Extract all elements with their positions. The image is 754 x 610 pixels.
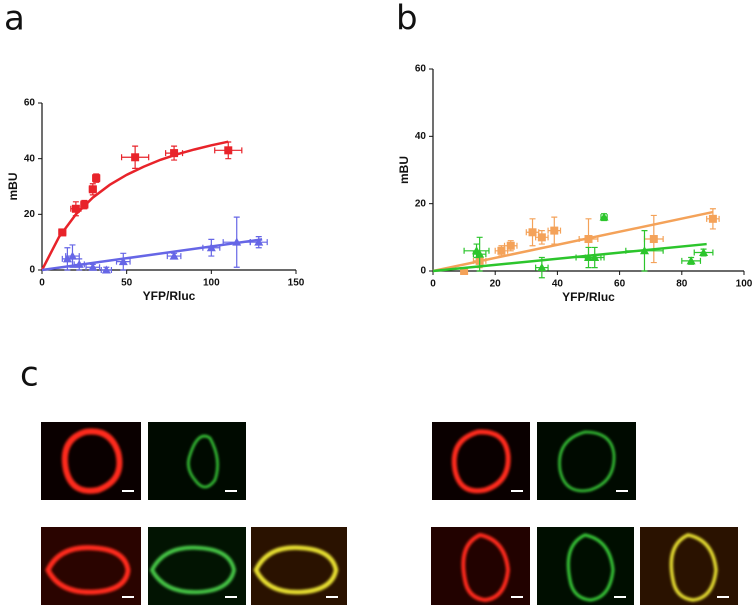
cell — [558, 430, 616, 493]
point — [649, 235, 658, 244]
micrograph — [537, 422, 636, 500]
point — [71, 204, 80, 213]
micrograph — [41, 422, 141, 500]
point — [475, 249, 485, 258]
point — [118, 257, 128, 266]
point — [80, 200, 89, 209]
y-tick-label: 60 — [415, 64, 427, 75]
x-tick-label: 60 — [614, 279, 626, 290]
point — [92, 174, 101, 183]
point — [497, 246, 506, 255]
point — [584, 235, 593, 244]
point — [62, 254, 72, 263]
point — [699, 247, 709, 256]
micrograph — [431, 527, 530, 605]
point — [599, 212, 609, 221]
cell — [566, 533, 615, 602]
micrograph — [537, 527, 634, 605]
y-tick-label: 0 — [420, 266, 426, 277]
x-tick-label: 50 — [121, 278, 133, 289]
point — [101, 265, 111, 274]
point — [169, 251, 179, 260]
y-axis-label: mBU — [6, 172, 20, 200]
cell — [45, 545, 131, 595]
point — [639, 246, 649, 255]
point — [232, 237, 242, 246]
point — [67, 251, 77, 260]
point — [206, 243, 216, 252]
point — [528, 228, 537, 237]
point — [74, 259, 84, 268]
fit-line — [41, 238, 263, 272]
panel-label: b — [396, 0, 418, 39]
point — [131, 153, 140, 162]
x-tick-label: 0 — [39, 278, 45, 289]
point — [58, 228, 67, 237]
x-tick-label: 100 — [203, 278, 220, 289]
x-axis-label: YFP/Rluc — [143, 289, 196, 303]
x-tick-label: 100 — [736, 279, 753, 290]
point — [254, 237, 264, 246]
point — [88, 185, 97, 194]
panel-label: c — [20, 355, 39, 395]
point — [537, 263, 547, 272]
cell — [61, 428, 123, 494]
x-tick-label: 150 — [288, 278, 305, 289]
cell — [253, 545, 339, 595]
micrographs — [41, 422, 738, 605]
y-tick-label: 40 — [415, 131, 427, 142]
fit-line — [432, 242, 707, 273]
point — [170, 149, 179, 158]
point — [460, 267, 469, 275]
x-tick-label: 80 — [676, 279, 688, 290]
point — [88, 262, 98, 271]
y-axis-label: mBU — [397, 156, 411, 184]
point — [506, 241, 515, 250]
y-tick-label: 0 — [29, 265, 35, 276]
point — [224, 146, 233, 155]
point — [550, 226, 559, 235]
point — [708, 214, 717, 223]
cell — [669, 533, 718, 602]
fit-line — [40, 140, 229, 271]
fit-line — [432, 210, 714, 273]
cell — [461, 532, 511, 603]
point — [537, 233, 546, 242]
cell — [187, 434, 219, 489]
cell — [149, 545, 237, 595]
x-tick-label: 20 — [490, 279, 502, 290]
x-axis-label: YFP/Rluc — [562, 290, 615, 304]
point — [686, 256, 696, 265]
y-tick-label: 20 — [24, 209, 36, 220]
x-tick-label: 0 — [430, 279, 436, 290]
panel-label: a — [4, 0, 25, 39]
cell — [451, 429, 511, 494]
y-tick-label: 40 — [24, 153, 36, 164]
micrograph — [432, 422, 530, 500]
y-tick-label: 20 — [415, 198, 427, 209]
y-tick-label: 60 — [24, 98, 36, 109]
micrograph — [148, 422, 246, 500]
x-tick-label: 40 — [552, 279, 564, 290]
point — [590, 253, 600, 262]
micrograph — [640, 527, 738, 605]
